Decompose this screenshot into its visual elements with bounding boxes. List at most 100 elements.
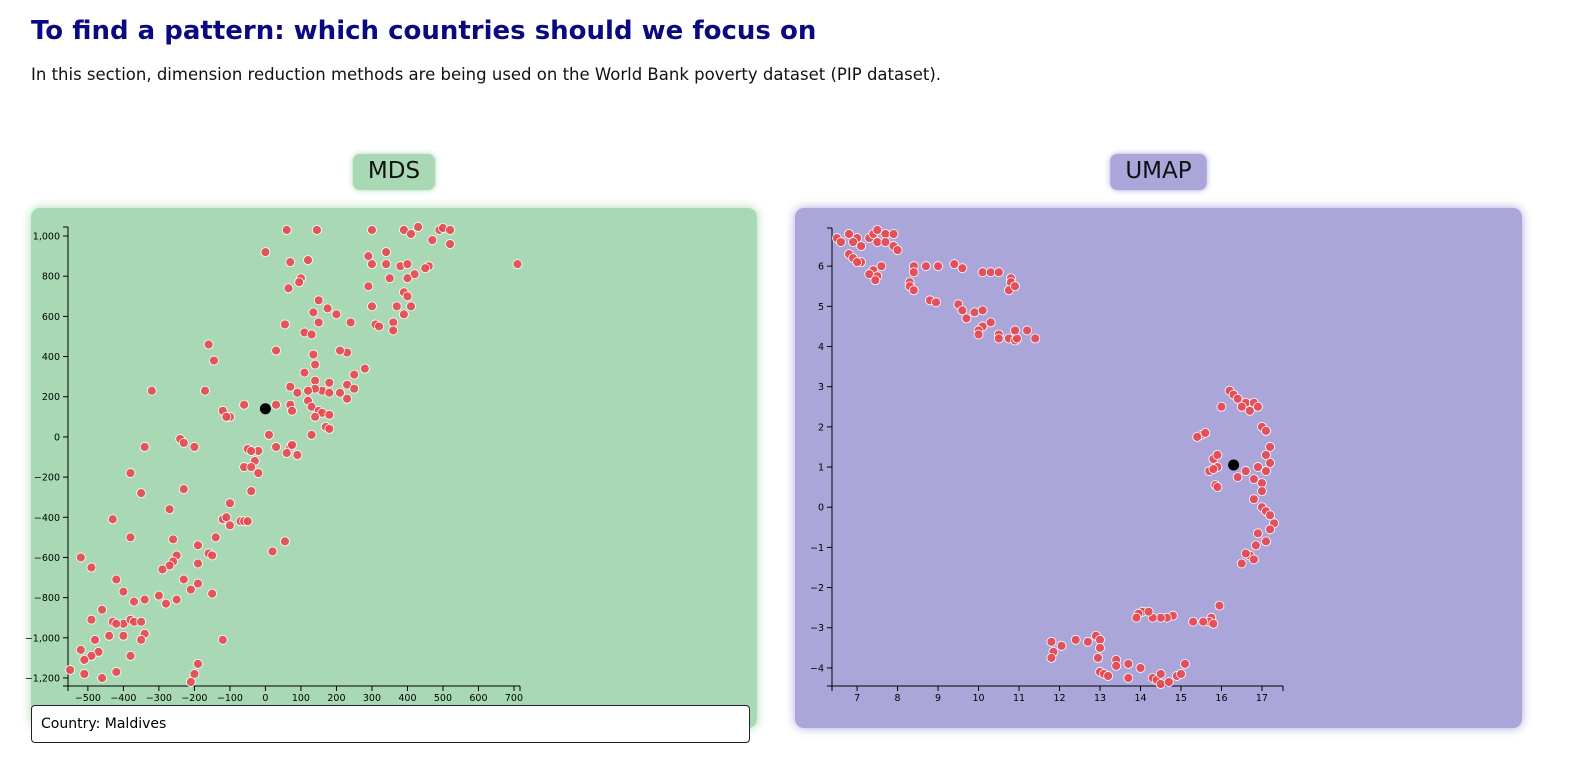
point bbox=[164, 504, 175, 515]
point bbox=[1176, 669, 1186, 679]
point bbox=[1208, 618, 1219, 629]
x-tick-label: 100 bbox=[292, 693, 310, 704]
point bbox=[193, 558, 203, 569]
chart-title: MDS bbox=[368, 158, 420, 184]
point bbox=[324, 387, 335, 398]
point bbox=[1093, 652, 1103, 663]
point bbox=[1123, 659, 1134, 669]
point bbox=[324, 377, 335, 388]
point bbox=[848, 237, 858, 247]
point bbox=[852, 257, 863, 268]
point bbox=[221, 411, 232, 422]
point bbox=[1131, 612, 1142, 623]
point bbox=[292, 450, 303, 460]
point bbox=[125, 532, 136, 543]
point bbox=[1248, 554, 1259, 565]
point bbox=[880, 237, 891, 247]
x-tick-label: 13 bbox=[1094, 693, 1106, 704]
x-tick-label: 200 bbox=[327, 693, 345, 704]
point bbox=[445, 225, 455, 235]
point bbox=[292, 387, 303, 398]
x-tick-label: 600 bbox=[469, 693, 487, 704]
y-tick-label: 2 bbox=[818, 422, 824, 433]
y-tick-label: −3 bbox=[810, 623, 824, 634]
point bbox=[1252, 401, 1263, 412]
point bbox=[294, 277, 305, 288]
y-tick-label: 5 bbox=[818, 302, 824, 313]
point bbox=[1070, 634, 1081, 645]
point bbox=[79, 669, 90, 679]
x-tick-label: 11 bbox=[1013, 693, 1025, 704]
point bbox=[1010, 325, 1020, 336]
point bbox=[359, 363, 370, 374]
x-tick-label: 12 bbox=[1053, 693, 1065, 704]
point bbox=[1056, 640, 1067, 651]
point bbox=[1265, 524, 1275, 535]
point bbox=[985, 317, 996, 328]
point bbox=[1248, 474, 1259, 484]
x-tick-label: 9 bbox=[935, 693, 941, 704]
point bbox=[118, 630, 129, 641]
point bbox=[118, 586, 129, 597]
point bbox=[303, 385, 313, 396]
point bbox=[1240, 466, 1251, 476]
point bbox=[1232, 472, 1243, 482]
point bbox=[322, 303, 333, 314]
point bbox=[349, 383, 360, 394]
point bbox=[207, 588, 218, 599]
point bbox=[1257, 486, 1267, 497]
point bbox=[107, 514, 118, 525]
point bbox=[287, 405, 297, 416]
point bbox=[933, 261, 943, 272]
point bbox=[1135, 663, 1146, 673]
point bbox=[391, 301, 402, 312]
point bbox=[1030, 333, 1041, 344]
point bbox=[267, 546, 278, 557]
point bbox=[413, 222, 423, 232]
point bbox=[872, 225, 883, 235]
point bbox=[908, 285, 919, 296]
point bbox=[335, 345, 345, 356]
point bbox=[189, 442, 200, 452]
x-tick-label: 7 bbox=[854, 693, 860, 704]
point bbox=[1082, 636, 1093, 647]
point bbox=[1095, 642, 1105, 653]
point bbox=[1232, 393, 1243, 404]
point bbox=[1143, 606, 1154, 617]
point bbox=[345, 317, 356, 328]
y-tick-label: −2 bbox=[810, 583, 824, 594]
point bbox=[1163, 677, 1174, 687]
point bbox=[246, 446, 257, 456]
y-tick-label: 1,000 bbox=[33, 232, 60, 243]
point bbox=[97, 673, 107, 683]
point bbox=[246, 462, 257, 472]
point bbox=[406, 301, 416, 312]
point bbox=[1155, 679, 1166, 689]
point bbox=[381, 247, 392, 258]
point bbox=[367, 225, 377, 235]
point bbox=[331, 309, 342, 320]
point bbox=[367, 259, 377, 270]
chart-title: UMAP bbox=[1125, 158, 1191, 184]
y-tick-label: −400 bbox=[34, 513, 60, 524]
point bbox=[185, 677, 196, 687]
x-tick-label: −400 bbox=[110, 693, 136, 704]
point bbox=[1214, 600, 1225, 611]
x-tick-label: 10 bbox=[973, 693, 985, 704]
point bbox=[280, 536, 290, 547]
point bbox=[1188, 616, 1199, 627]
y-tick-label: 800 bbox=[42, 272, 60, 283]
point bbox=[402, 291, 413, 302]
point bbox=[271, 442, 281, 452]
x-tick-label: 700 bbox=[505, 693, 523, 704]
point bbox=[1022, 325, 1033, 336]
point bbox=[239, 399, 250, 410]
y-tick-label: 6 bbox=[818, 262, 824, 273]
point bbox=[1216, 401, 1227, 412]
point bbox=[310, 359, 321, 370]
point bbox=[1103, 671, 1114, 681]
point bbox=[324, 409, 335, 420]
point bbox=[969, 307, 980, 318]
point bbox=[90, 634, 100, 645]
